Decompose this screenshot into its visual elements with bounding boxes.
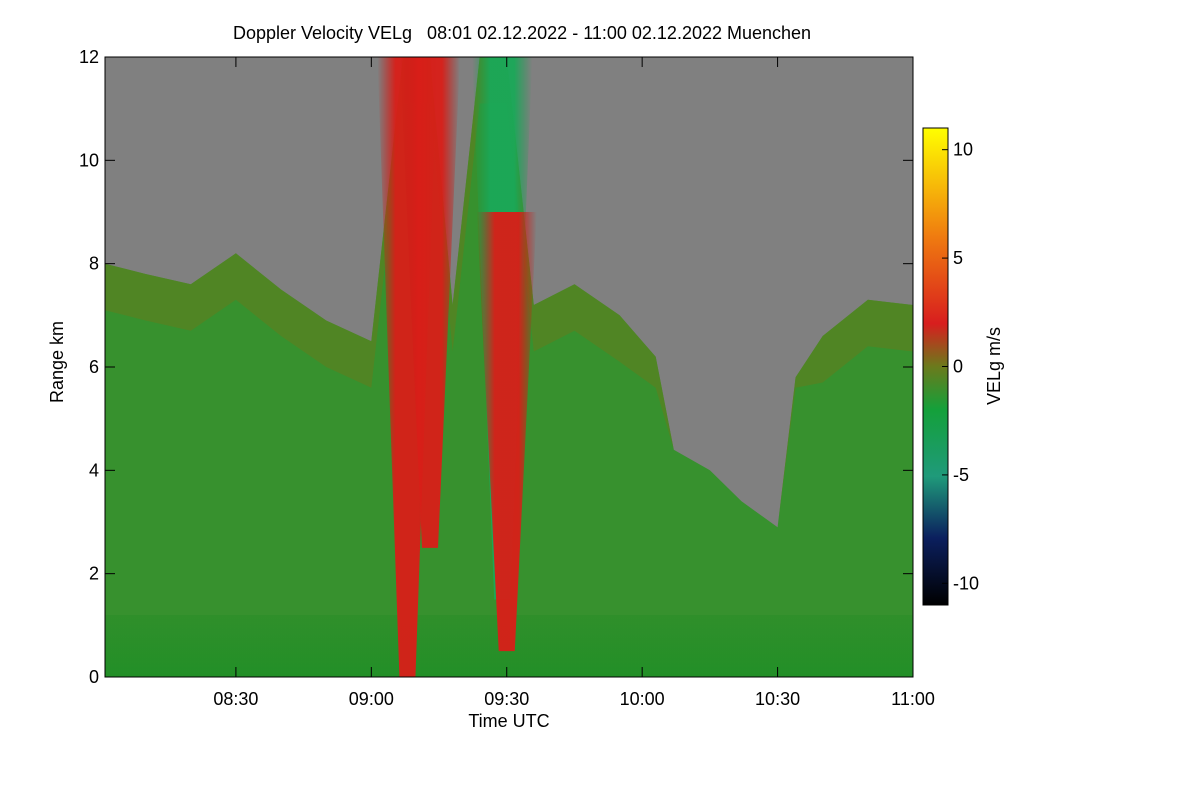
- y-tick-label: 6: [89, 357, 99, 377]
- x-tick-label: 10:30: [755, 689, 800, 709]
- y-axis: 0 2 4 6 8 10 12: [79, 47, 913, 687]
- y-axis-label: Range km: [47, 321, 67, 403]
- x-tick-label: 09:00: [349, 689, 394, 709]
- y-tick-label: 10: [79, 150, 99, 170]
- colorbar-ticks: 10 5 0 -5 -10: [942, 140, 979, 593]
- colorbar-tick-label: 0: [953, 357, 963, 377]
- colorbar-tick-label: 10: [953, 140, 973, 160]
- x-axis: 08:30 09:00 09:30 10:00 10:30 11:00: [213, 57, 935, 709]
- cloud-top-layer: [105, 57, 913, 528]
- plot-area: [105, 57, 913, 677]
- y-tick-label: 12: [79, 47, 99, 67]
- fall-streak-updraft-core-3: [476, 212, 537, 652]
- y-tick-label: 0: [89, 667, 99, 687]
- fall-streak-updraft-core-2: [400, 57, 461, 548]
- x-axis-label: Time UTC: [468, 711, 549, 731]
- colorbar-tick-label: -10: [953, 573, 979, 593]
- velocity-data-layer: [105, 57, 913, 677]
- y-tick-label: 4: [89, 460, 99, 480]
- y-tick-label: 2: [89, 564, 99, 584]
- x-tick-label: 08:30: [213, 689, 258, 709]
- colorbar-tick-label: -5: [953, 465, 969, 485]
- colorbar-label: VELg m/s: [984, 327, 1004, 405]
- x-tick-label: 09:30: [484, 689, 529, 709]
- y-tick-label: 8: [89, 254, 99, 274]
- x-tick-label: 11:00: [891, 689, 935, 709]
- colorbar-tick-label: 5: [953, 248, 963, 268]
- x-tick-label: 10:00: [620, 689, 665, 709]
- chart-title: Doppler Velocity VELg 08:01 02.12.2022 -…: [233, 23, 811, 43]
